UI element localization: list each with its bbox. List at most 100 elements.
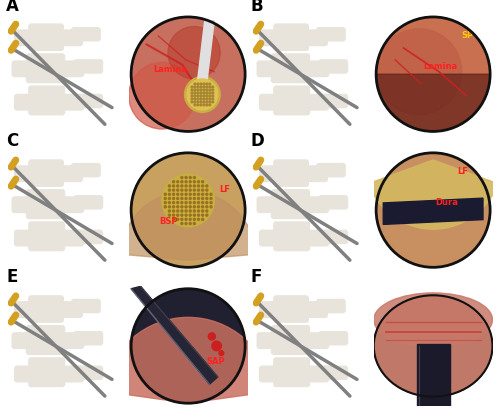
Circle shape: [203, 101, 205, 103]
Circle shape: [197, 83, 199, 85]
Circle shape: [197, 92, 199, 94]
Circle shape: [187, 79, 218, 110]
Circle shape: [194, 189, 196, 191]
Circle shape: [194, 193, 196, 196]
FancyBboxPatch shape: [72, 28, 100, 41]
Circle shape: [185, 210, 187, 212]
Circle shape: [191, 86, 193, 88]
FancyBboxPatch shape: [274, 86, 310, 115]
Circle shape: [194, 104, 196, 106]
FancyBboxPatch shape: [274, 222, 310, 250]
FancyBboxPatch shape: [319, 230, 348, 243]
Text: LF: LF: [457, 167, 468, 176]
Circle shape: [164, 202, 166, 204]
FancyBboxPatch shape: [26, 190, 64, 218]
Circle shape: [198, 189, 200, 191]
FancyBboxPatch shape: [302, 333, 328, 348]
FancyBboxPatch shape: [260, 302, 281, 317]
Polygon shape: [384, 198, 483, 224]
Circle shape: [168, 197, 170, 200]
Circle shape: [181, 185, 183, 187]
Circle shape: [185, 176, 187, 178]
Circle shape: [197, 98, 199, 100]
Circle shape: [203, 89, 205, 91]
Circle shape: [172, 185, 174, 187]
Circle shape: [197, 104, 199, 106]
FancyBboxPatch shape: [260, 94, 281, 110]
Circle shape: [172, 214, 174, 216]
Circle shape: [203, 83, 205, 85]
Circle shape: [194, 83, 196, 85]
Circle shape: [168, 214, 170, 216]
Circle shape: [181, 214, 183, 216]
FancyBboxPatch shape: [14, 30, 36, 46]
Circle shape: [168, 210, 170, 212]
Circle shape: [212, 98, 214, 100]
Circle shape: [203, 98, 205, 100]
FancyBboxPatch shape: [319, 94, 348, 108]
Circle shape: [212, 86, 214, 88]
Circle shape: [172, 189, 174, 191]
FancyBboxPatch shape: [260, 230, 281, 246]
FancyBboxPatch shape: [72, 163, 100, 177]
Text: A: A: [6, 0, 19, 15]
Circle shape: [184, 77, 220, 112]
Circle shape: [209, 83, 210, 85]
Circle shape: [181, 181, 183, 183]
Circle shape: [166, 178, 210, 223]
Text: SAP: SAP: [206, 357, 225, 366]
FancyBboxPatch shape: [316, 300, 345, 312]
Circle shape: [189, 206, 192, 208]
Circle shape: [168, 206, 170, 208]
Circle shape: [185, 181, 187, 183]
FancyBboxPatch shape: [29, 358, 64, 386]
Circle shape: [194, 86, 196, 88]
FancyBboxPatch shape: [14, 166, 36, 181]
Circle shape: [194, 206, 196, 208]
Circle shape: [191, 98, 193, 100]
Circle shape: [200, 83, 202, 85]
Circle shape: [176, 202, 179, 204]
Circle shape: [181, 210, 183, 212]
Circle shape: [202, 206, 203, 208]
Circle shape: [200, 95, 202, 97]
Circle shape: [194, 176, 196, 178]
Polygon shape: [131, 286, 218, 384]
Circle shape: [176, 189, 179, 191]
Circle shape: [176, 181, 179, 183]
Circle shape: [189, 197, 192, 200]
FancyBboxPatch shape: [14, 230, 36, 246]
Circle shape: [185, 202, 187, 204]
Circle shape: [206, 104, 208, 106]
Circle shape: [176, 197, 179, 200]
Circle shape: [191, 89, 193, 91]
FancyBboxPatch shape: [14, 302, 36, 317]
FancyBboxPatch shape: [272, 326, 310, 354]
Circle shape: [194, 197, 196, 200]
Circle shape: [131, 17, 245, 131]
Circle shape: [194, 95, 196, 97]
Circle shape: [176, 210, 179, 212]
Circle shape: [172, 197, 174, 200]
FancyBboxPatch shape: [301, 302, 328, 317]
Circle shape: [219, 351, 224, 356]
Circle shape: [212, 92, 214, 94]
Circle shape: [185, 185, 187, 187]
Circle shape: [197, 89, 199, 91]
Circle shape: [164, 197, 166, 200]
Circle shape: [181, 202, 183, 204]
Circle shape: [202, 218, 203, 220]
Circle shape: [194, 214, 196, 216]
Circle shape: [194, 92, 196, 94]
Wedge shape: [376, 74, 490, 131]
FancyBboxPatch shape: [58, 61, 84, 77]
Circle shape: [194, 202, 196, 204]
Circle shape: [376, 17, 490, 131]
Circle shape: [168, 189, 170, 191]
FancyBboxPatch shape: [260, 366, 281, 382]
Circle shape: [172, 193, 174, 196]
Text: Dura: Dura: [436, 198, 458, 207]
Circle shape: [197, 86, 199, 88]
Circle shape: [200, 101, 202, 103]
Circle shape: [209, 104, 210, 106]
